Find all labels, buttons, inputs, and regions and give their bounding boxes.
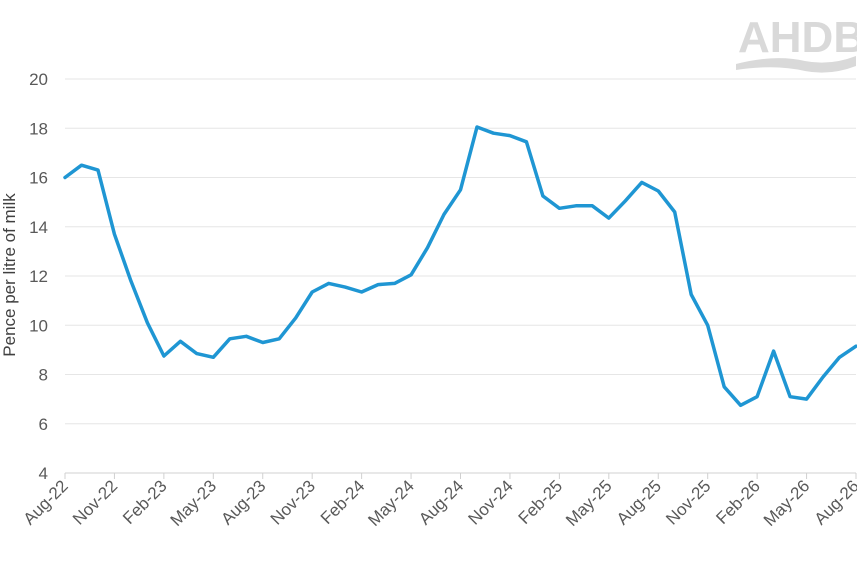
series-group [63,125,857,408]
x-tick-label: May-26 [760,476,814,530]
y-tick-label: 4 [39,464,48,483]
x-tick-label: May-23 [167,476,221,530]
y-axis-label: Pence per litre of milk [0,193,19,357]
x-axis-ticks: Aug-22Nov-22Feb-23May-23Aug-23Nov-23Feb-… [20,473,857,530]
x-tick-label: May-25 [562,476,616,530]
x-tick-label: Aug-26 [811,476,857,528]
y-tick-label: 8 [39,366,48,385]
x-tick-label: Aug-23 [217,476,269,528]
x-tick-label: Feb-26 [712,476,764,528]
x-tick-label: Aug-24 [415,476,467,528]
x-tick-label: Aug-22 [20,476,72,528]
x-tick-label: Nov-25 [662,476,714,528]
y-axis-ticks: 4 6 8 10 12 14 16 18 20 [29,70,48,483]
x-tick-label: Nov-24 [465,476,517,528]
x-tick-label: Feb-24 [317,476,369,528]
y-tick-label: 18 [29,119,48,138]
gridlines [65,78,856,425]
x-tick-label: Feb-23 [119,476,171,528]
ahdb-logo: AHDB [736,13,857,73]
logo-text: AHDB [738,13,857,62]
x-tick-label: May-24 [364,476,418,530]
series-line [63,125,857,408]
y-tick-label: 20 [29,70,48,89]
y-tick-label: 12 [29,267,48,286]
y-tick-label: 14 [29,218,48,237]
y-tick-label: 16 [29,169,48,188]
x-tick-label: Nov-22 [69,476,121,528]
x-tick-label: Feb-25 [515,476,567,528]
x-tick-label: Aug-25 [613,476,665,528]
logo-swoosh [736,56,856,73]
x-tick-label: Nov-23 [267,476,319,528]
y-tick-label: 10 [29,316,48,335]
y-tick-label: 6 [39,415,48,434]
